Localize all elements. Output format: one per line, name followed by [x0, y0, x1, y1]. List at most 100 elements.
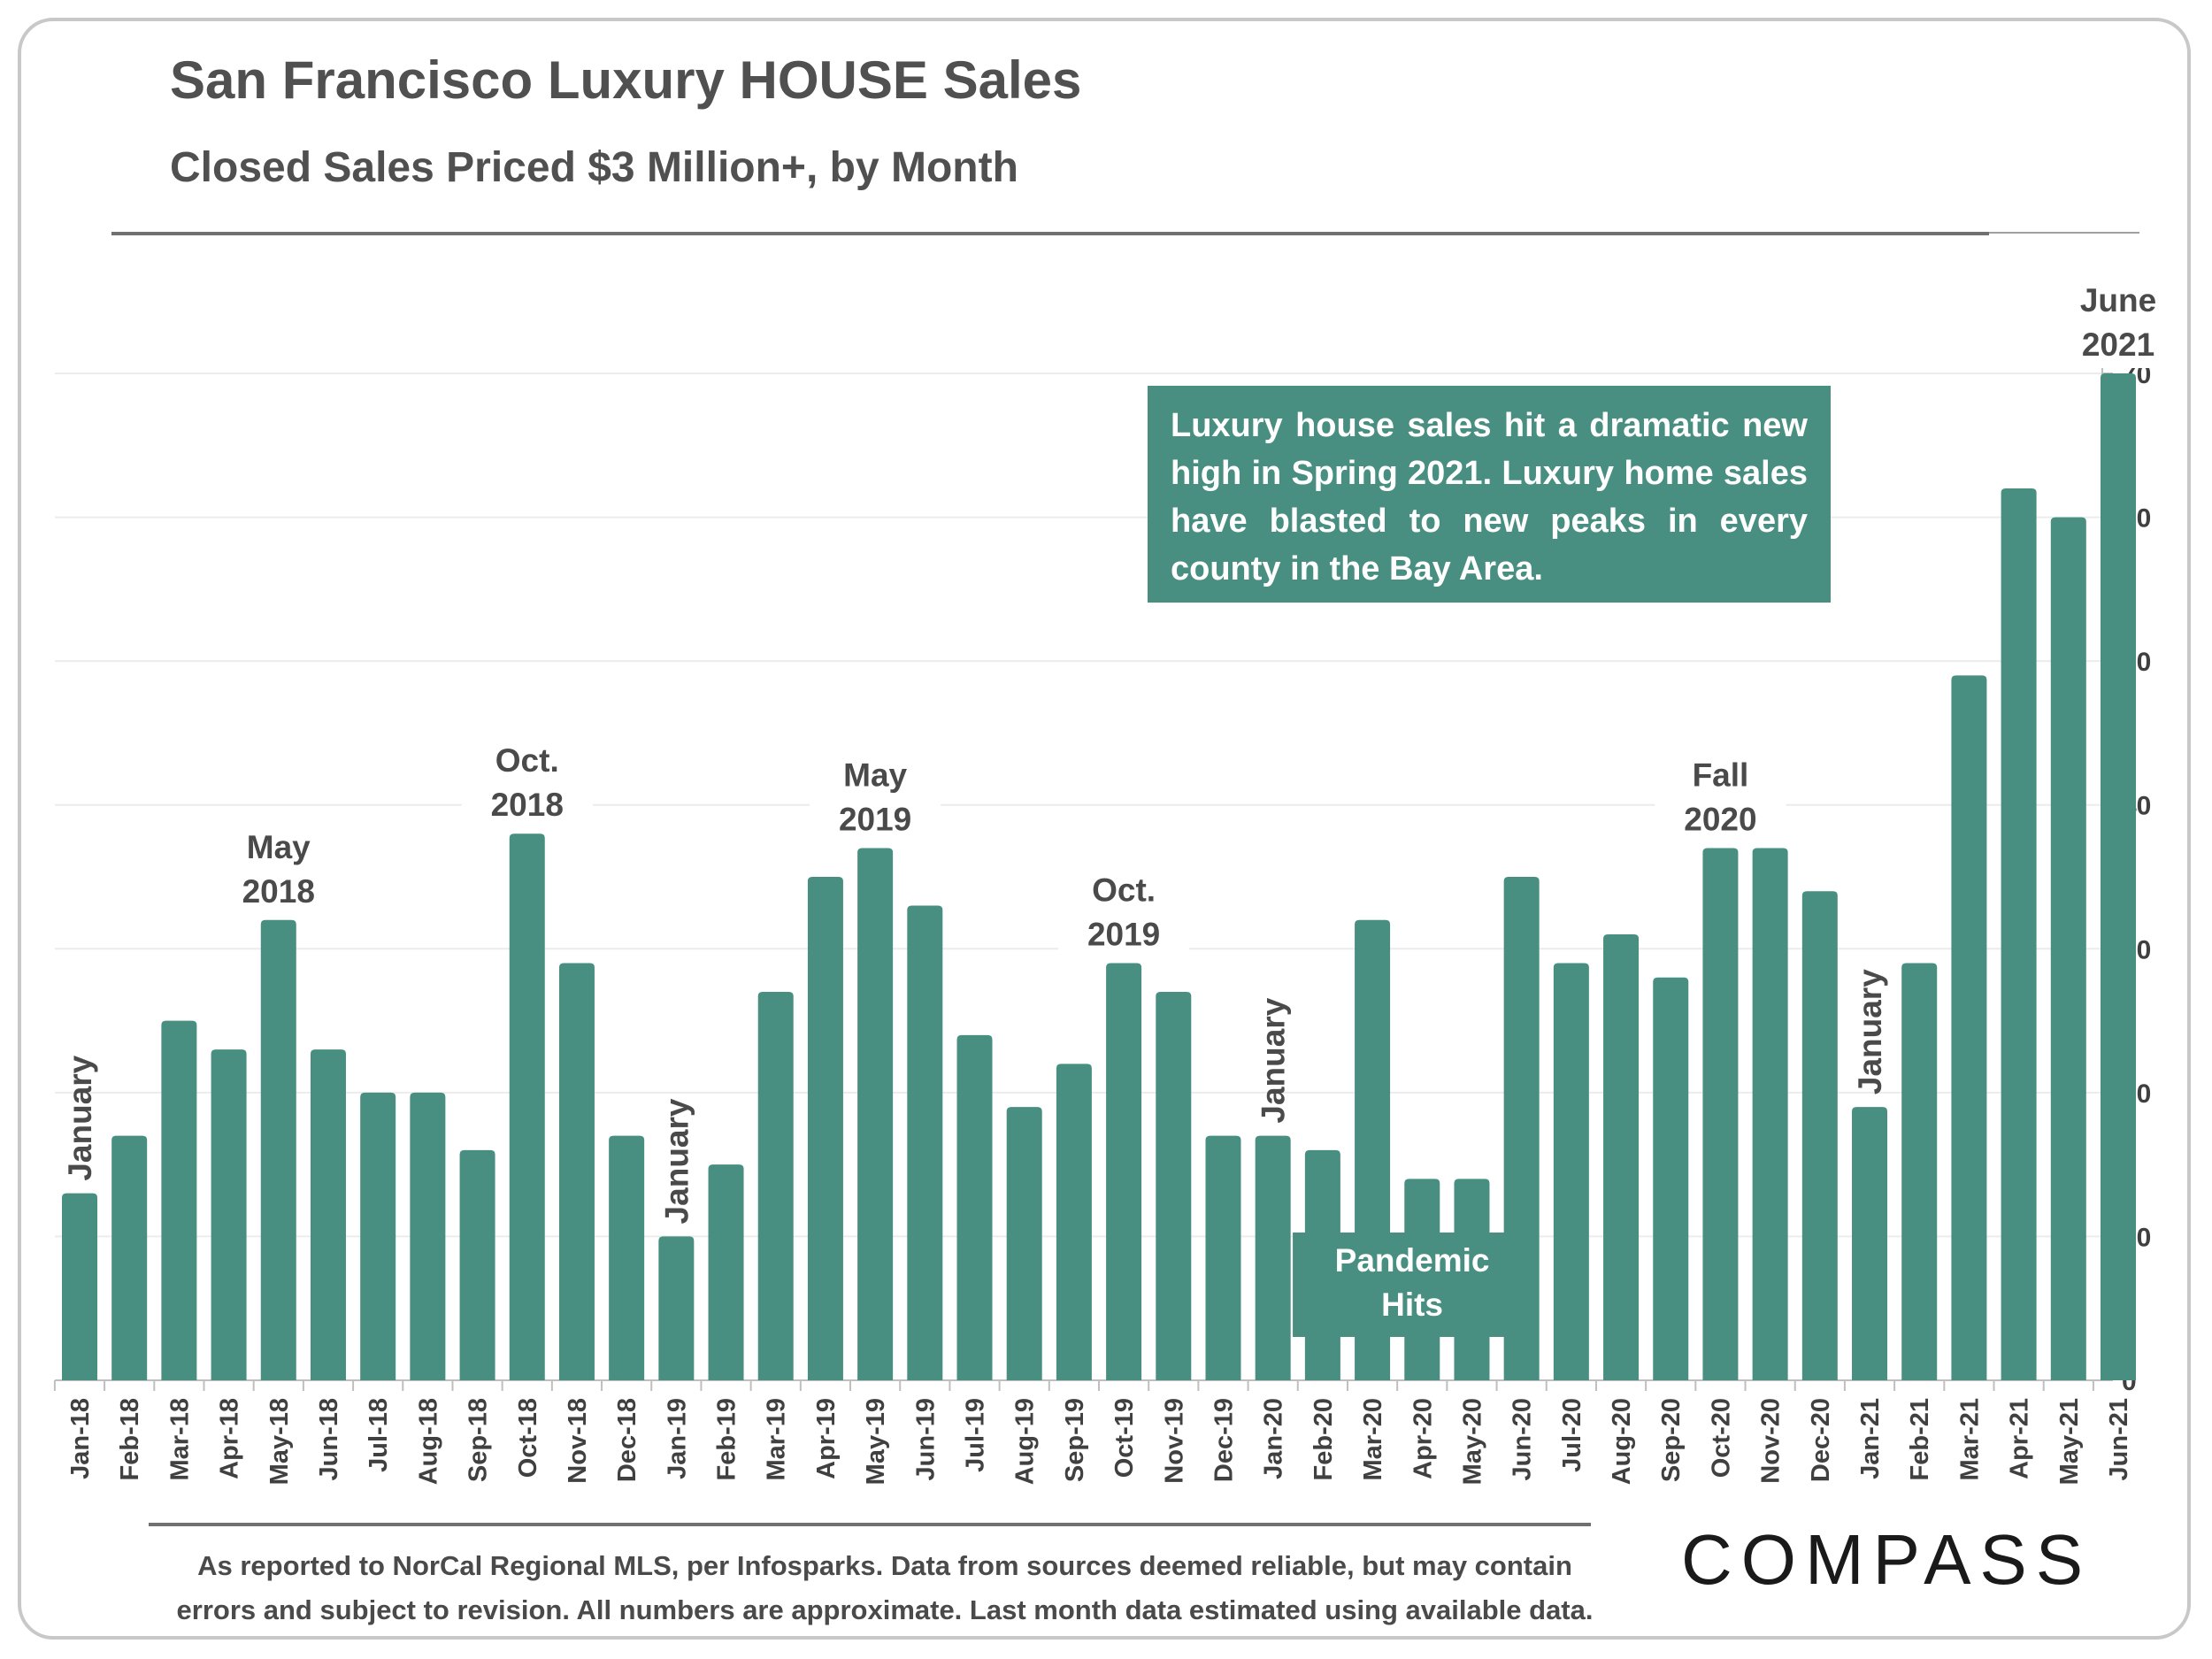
bar [161, 1020, 197, 1380]
chart-subtitle: Closed Sales Priced $3 Million+, by Mont… [170, 144, 1018, 191]
bar [1553, 963, 1589, 1380]
annotation-label: Oct. 2018 [491, 742, 564, 823]
bar [509, 833, 545, 1380]
bar [807, 877, 843, 1380]
annotation-background [461, 736, 593, 829]
x-tick-label: Mar-18 [165, 1398, 194, 1481]
annotation-background [1655, 750, 1786, 843]
bar [708, 1164, 744, 1380]
x-tick-label: Apr-21 [2006, 1398, 2034, 1479]
bar [62, 1193, 97, 1380]
x-tick-label: Oct-18 [514, 1398, 542, 1478]
annotation-label: May 2018 [242, 829, 315, 910]
x-tick-label: Feb-18 [116, 1398, 144, 1480]
footnote-line-1: As reported to NorCal Regional MLS, per … [197, 1550, 1572, 1581]
annotation-label: May 2019 [839, 757, 911, 837]
bar [2001, 488, 2037, 1380]
x-tick-label: Mar-19 [763, 1398, 791, 1481]
header-divider [111, 232, 1989, 235]
x-tick-label: May-19 [862, 1398, 890, 1485]
bar [1006, 1107, 1042, 1380]
annotation-background [212, 822, 344, 915]
x-tick-label: Oct-19 [1110, 1398, 1139, 1478]
bar [459, 1149, 495, 1380]
x-tick-label: Mar-21 [1955, 1398, 1984, 1481]
x-tick-label: Feb-20 [1310, 1398, 1338, 1480]
annotation-label: Oct. 2019 [1087, 872, 1160, 953]
x-tick-label: Feb-19 [713, 1398, 741, 1480]
annotation-label: Fall 2020 [1684, 757, 1756, 837]
x-tick-label: Jul-20 [1558, 1398, 1586, 1472]
bar [658, 1236, 695, 1380]
compass-logo: COMPASS [1681, 1520, 2093, 1599]
annotation-label: June 2021 [2080, 282, 2156, 363]
x-tick-label: May-18 [265, 1398, 294, 1485]
x-tick-label: Jun-18 [315, 1398, 343, 1480]
annotation-background [2053, 276, 2184, 368]
x-tick-label: Jul-19 [962, 1398, 990, 1472]
x-tick-label: Aug-20 [1608, 1398, 1636, 1485]
x-tick-label: Nov-19 [1160, 1398, 1188, 1484]
bar [1106, 963, 1142, 1380]
x-tick-label: Oct-20 [1707, 1398, 1735, 1478]
x-tick-label: Jun-20 [1509, 1398, 1537, 1480]
bar [609, 1135, 645, 1380]
bar [956, 1034, 993, 1380]
bar [1752, 848, 1788, 1380]
x-tick-label: Dec-18 [613, 1398, 641, 1482]
x-tick-label: Sep-19 [1061, 1398, 1089, 1482]
x-tick-label: Jan-21 [1856, 1398, 1885, 1479]
bar [1653, 977, 1689, 1380]
x-tick-label: Jun-21 [2105, 1398, 2133, 1480]
bar [410, 1092, 446, 1380]
annotation-background [810, 750, 941, 843]
x-tick-label: Aug-19 [1011, 1398, 1040, 1485]
annotation-label: January [62, 1055, 98, 1180]
bar [211, 1049, 247, 1380]
bar [1901, 963, 1938, 1380]
x-tick-label: Nov-18 [564, 1398, 592, 1484]
x-tick-label: Sep-18 [465, 1398, 493, 1482]
bar [1056, 1064, 1092, 1380]
bar [1852, 1107, 1888, 1380]
bar [757, 992, 794, 1380]
footnote-line-2: errors and subject to revision. All numb… [176, 1594, 1594, 1625]
bar [1255, 1135, 1291, 1380]
annotation-label: January [1256, 997, 1292, 1123]
pandemic-label: Pandemic Hits [1335, 1242, 1490, 1323]
footnote: As reported to NorCal Regional MLS, per … [142, 1544, 1628, 1632]
bar [1951, 675, 1987, 1380]
annotation-background [1058, 865, 1190, 958]
annotation-label: January [658, 1098, 695, 1224]
bar [2050, 517, 2086, 1380]
x-tick-label: Jan-19 [663, 1398, 691, 1479]
bar [1603, 934, 1640, 1380]
bar [111, 1135, 148, 1380]
header-divider-thin [1989, 232, 2139, 234]
bar [857, 848, 894, 1380]
x-tick-label: Nov-20 [1757, 1398, 1786, 1484]
bar [907, 905, 943, 1380]
annotation-label: January [1852, 969, 1888, 1094]
pandemic-label-box [1293, 1233, 1532, 1337]
bar [1702, 848, 1739, 1380]
bar [310, 1049, 346, 1380]
x-tick-label: Dec-20 [1807, 1398, 1835, 1482]
x-tick-label: Aug-18 [414, 1398, 442, 1485]
bar [1156, 992, 1192, 1380]
x-tick-label: Jan-18 [66, 1398, 95, 1479]
x-tick-label: Jan-20 [1260, 1398, 1288, 1479]
x-tick-label: Jul-18 [365, 1398, 393, 1472]
callout-box: Luxury house sales hit a dramatic new hi… [1148, 386, 1831, 603]
x-tick-label: May-21 [2055, 1398, 2084, 1485]
x-tick-label: Feb-21 [1906, 1398, 1934, 1480]
chart-title: San Francisco Luxury HOUSE Sales [170, 50, 1082, 110]
x-tick-label: May-20 [1458, 1398, 1486, 1485]
footer-divider [149, 1523, 1591, 1526]
bar [1205, 1135, 1241, 1380]
x-tick-label: Apr-18 [216, 1398, 244, 1479]
x-tick-label: Sep-20 [1657, 1398, 1686, 1482]
bar [360, 1092, 396, 1380]
bar [558, 963, 595, 1380]
